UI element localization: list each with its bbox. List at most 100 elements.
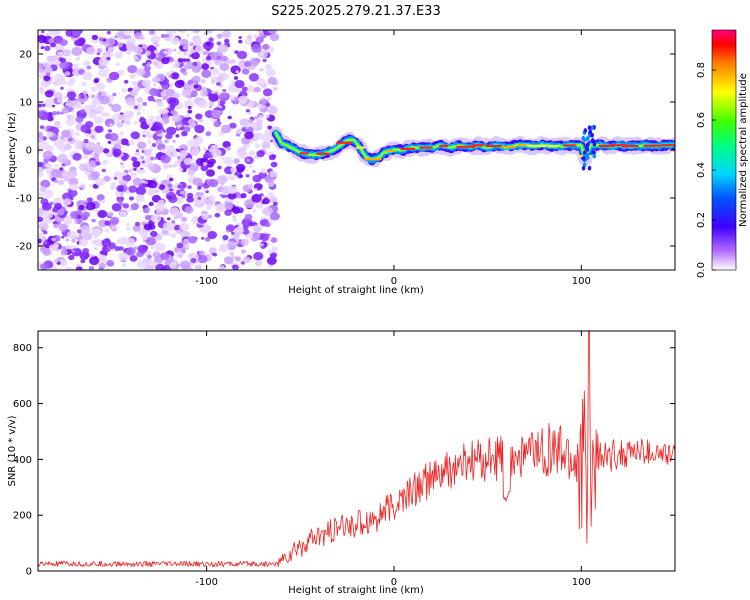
spectrogram-noise-blob <box>43 98 55 108</box>
spectrogram-noise-blob <box>145 207 151 212</box>
spectrogram-noise-blob <box>41 202 52 211</box>
spectrogram-noise-blob <box>175 196 184 204</box>
spectrogram-noise-blob <box>135 186 147 196</box>
spectrogram-noise-blob <box>168 164 173 168</box>
colorbar-tick-label: 0.8 <box>696 62 707 78</box>
spectrogram-noise-blob <box>193 201 201 208</box>
spectrogram-noise-blob <box>59 57 66 63</box>
spectrogram-noise-blob <box>71 249 76 253</box>
spectrogram-noise-blob <box>199 250 205 256</box>
spectrogram-noise-blob <box>61 129 71 138</box>
spectrogram-noise-blob <box>255 202 264 209</box>
spectrogram-noise-blob <box>130 172 137 178</box>
spectrogram-noise-blob <box>170 37 180 45</box>
spectrogram-noise-blob <box>173 58 179 64</box>
spectrogram-noise-blob <box>88 183 93 187</box>
spectrogram-noise-blob <box>256 118 263 125</box>
spectrogram-noise-blob <box>194 264 202 270</box>
spectrogram-noise-blob <box>82 154 89 159</box>
spectrogram-noise-blob <box>177 76 182 80</box>
spectrogram-noise-blob <box>255 36 264 44</box>
spectrogram-noise-blob <box>71 110 75 113</box>
spectrogram-noise-blob <box>216 33 223 39</box>
spectrogram-noise-blob <box>56 111 61 115</box>
spectrogram-noise-blob <box>162 163 170 170</box>
spectrogram-noise-blob <box>148 201 154 207</box>
spectrogram-noise-blob <box>191 65 201 73</box>
spectrogram-noise-blob <box>124 237 136 247</box>
spectrogram-noise-blob <box>66 230 77 239</box>
spectrogram-noise-blob <box>95 177 106 187</box>
spectrogram-noise-blob <box>254 86 261 93</box>
spectrogram-noise-blob <box>147 61 151 65</box>
spectrogram-noise-blob <box>192 61 198 67</box>
spectrogram-noise-blob <box>66 91 77 99</box>
spectrogram-noise-blob <box>269 196 278 204</box>
spectrogram-noise-blob <box>60 249 68 256</box>
spectrogram-noise-blob <box>269 170 279 178</box>
spectrogram-ytick-label: 0 <box>26 146 32 157</box>
spectrogram-noise-blob <box>264 222 271 228</box>
spectrogram-noise-blob <box>77 37 86 45</box>
spectrogram-disturbance <box>585 147 590 152</box>
spectrogram-noise-blob <box>105 68 110 72</box>
spectrogram-noise-blob <box>89 256 100 266</box>
spectrogram-noise-blob <box>73 66 78 70</box>
spectrogram-noise-blob <box>203 224 212 232</box>
spectrogram-noise-blob <box>208 158 216 165</box>
spectrogram-noise-blob <box>237 150 248 159</box>
spectrogram-noise-blob <box>260 168 267 174</box>
spectrogram-noise-blob <box>238 39 243 44</box>
spectrogram-noise-blob <box>155 263 165 270</box>
spectrogram-noise-blob <box>125 42 136 51</box>
spectrogram-noise-blob <box>272 201 278 206</box>
spectrogram-noise-blob <box>166 30 177 35</box>
spectrogram-noise-blob <box>216 81 221 86</box>
spectrogram-noise-blob <box>106 56 111 61</box>
spectrogram-noise-blob <box>213 121 221 128</box>
spectrogram-noise-blob <box>169 232 177 239</box>
spectrogram-noise-blob <box>223 256 234 265</box>
spectrogram-noise-blob <box>167 183 173 188</box>
spectrogram-noise-blob <box>244 199 255 209</box>
spectrogram-noise-blob <box>39 125 45 129</box>
spectrogram-noise-blob <box>42 103 46 107</box>
spectrogram-disturbance <box>581 135 586 141</box>
spectrogram-noise-blob <box>179 190 185 195</box>
spectrogram-noise-blob <box>248 118 254 123</box>
spectrogram-noise-blob <box>172 92 180 99</box>
spectrogram-noise-blob <box>79 252 89 260</box>
spectrogram-disturbance <box>592 153 597 159</box>
spectrogram-noise-blob <box>210 67 220 76</box>
spectrogram-noise-blob <box>234 256 241 262</box>
spectrogram-noise-blob <box>183 126 191 133</box>
spectrogram-noise-blob <box>120 164 126 169</box>
spectrogram-noise-blob <box>239 174 243 178</box>
spectrogram-noise-blob <box>43 241 48 245</box>
snr-ytick-label: 600 <box>13 399 32 410</box>
spectrogram-noise-blob <box>121 263 127 267</box>
spectrogram-noise-blob <box>125 247 136 256</box>
spectrogram-noise-blob <box>179 126 185 131</box>
spectrogram-noise-blob <box>80 94 85 99</box>
spectrogram-noise-blob <box>187 185 192 190</box>
spectrogram-noise-blob <box>183 238 190 244</box>
spectrogram-noise-blob <box>104 220 111 226</box>
spectrogram-noise-blob <box>62 49 71 57</box>
spectrogram-noise-blob <box>198 100 208 108</box>
spectrogram-noise-blob <box>233 76 239 80</box>
spectrogram-noise-blob <box>99 95 110 105</box>
spectrogram-noise-blob <box>94 209 99 213</box>
spectrogram-noise-blob <box>157 143 166 151</box>
spectrogram-noise-blob <box>108 242 116 249</box>
spectrogram-noise-blob <box>186 192 194 199</box>
spectrogram-noise-blob <box>57 154 68 163</box>
spectrogram-noise-blob <box>43 210 53 219</box>
spectrogram-noise-blob <box>187 169 196 176</box>
spectrogram-noise-blob <box>259 242 264 247</box>
spectrogram-noise-blob <box>42 62 50 68</box>
spectrogram-noise-blob <box>140 116 144 121</box>
spectrogram-disturbance <box>585 152 590 158</box>
spectrogram-noise-blob <box>58 223 68 232</box>
